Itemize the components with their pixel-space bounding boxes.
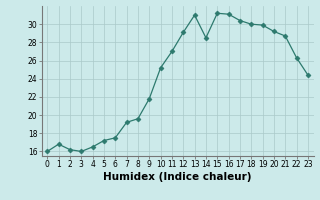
- X-axis label: Humidex (Indice chaleur): Humidex (Indice chaleur): [103, 172, 252, 182]
